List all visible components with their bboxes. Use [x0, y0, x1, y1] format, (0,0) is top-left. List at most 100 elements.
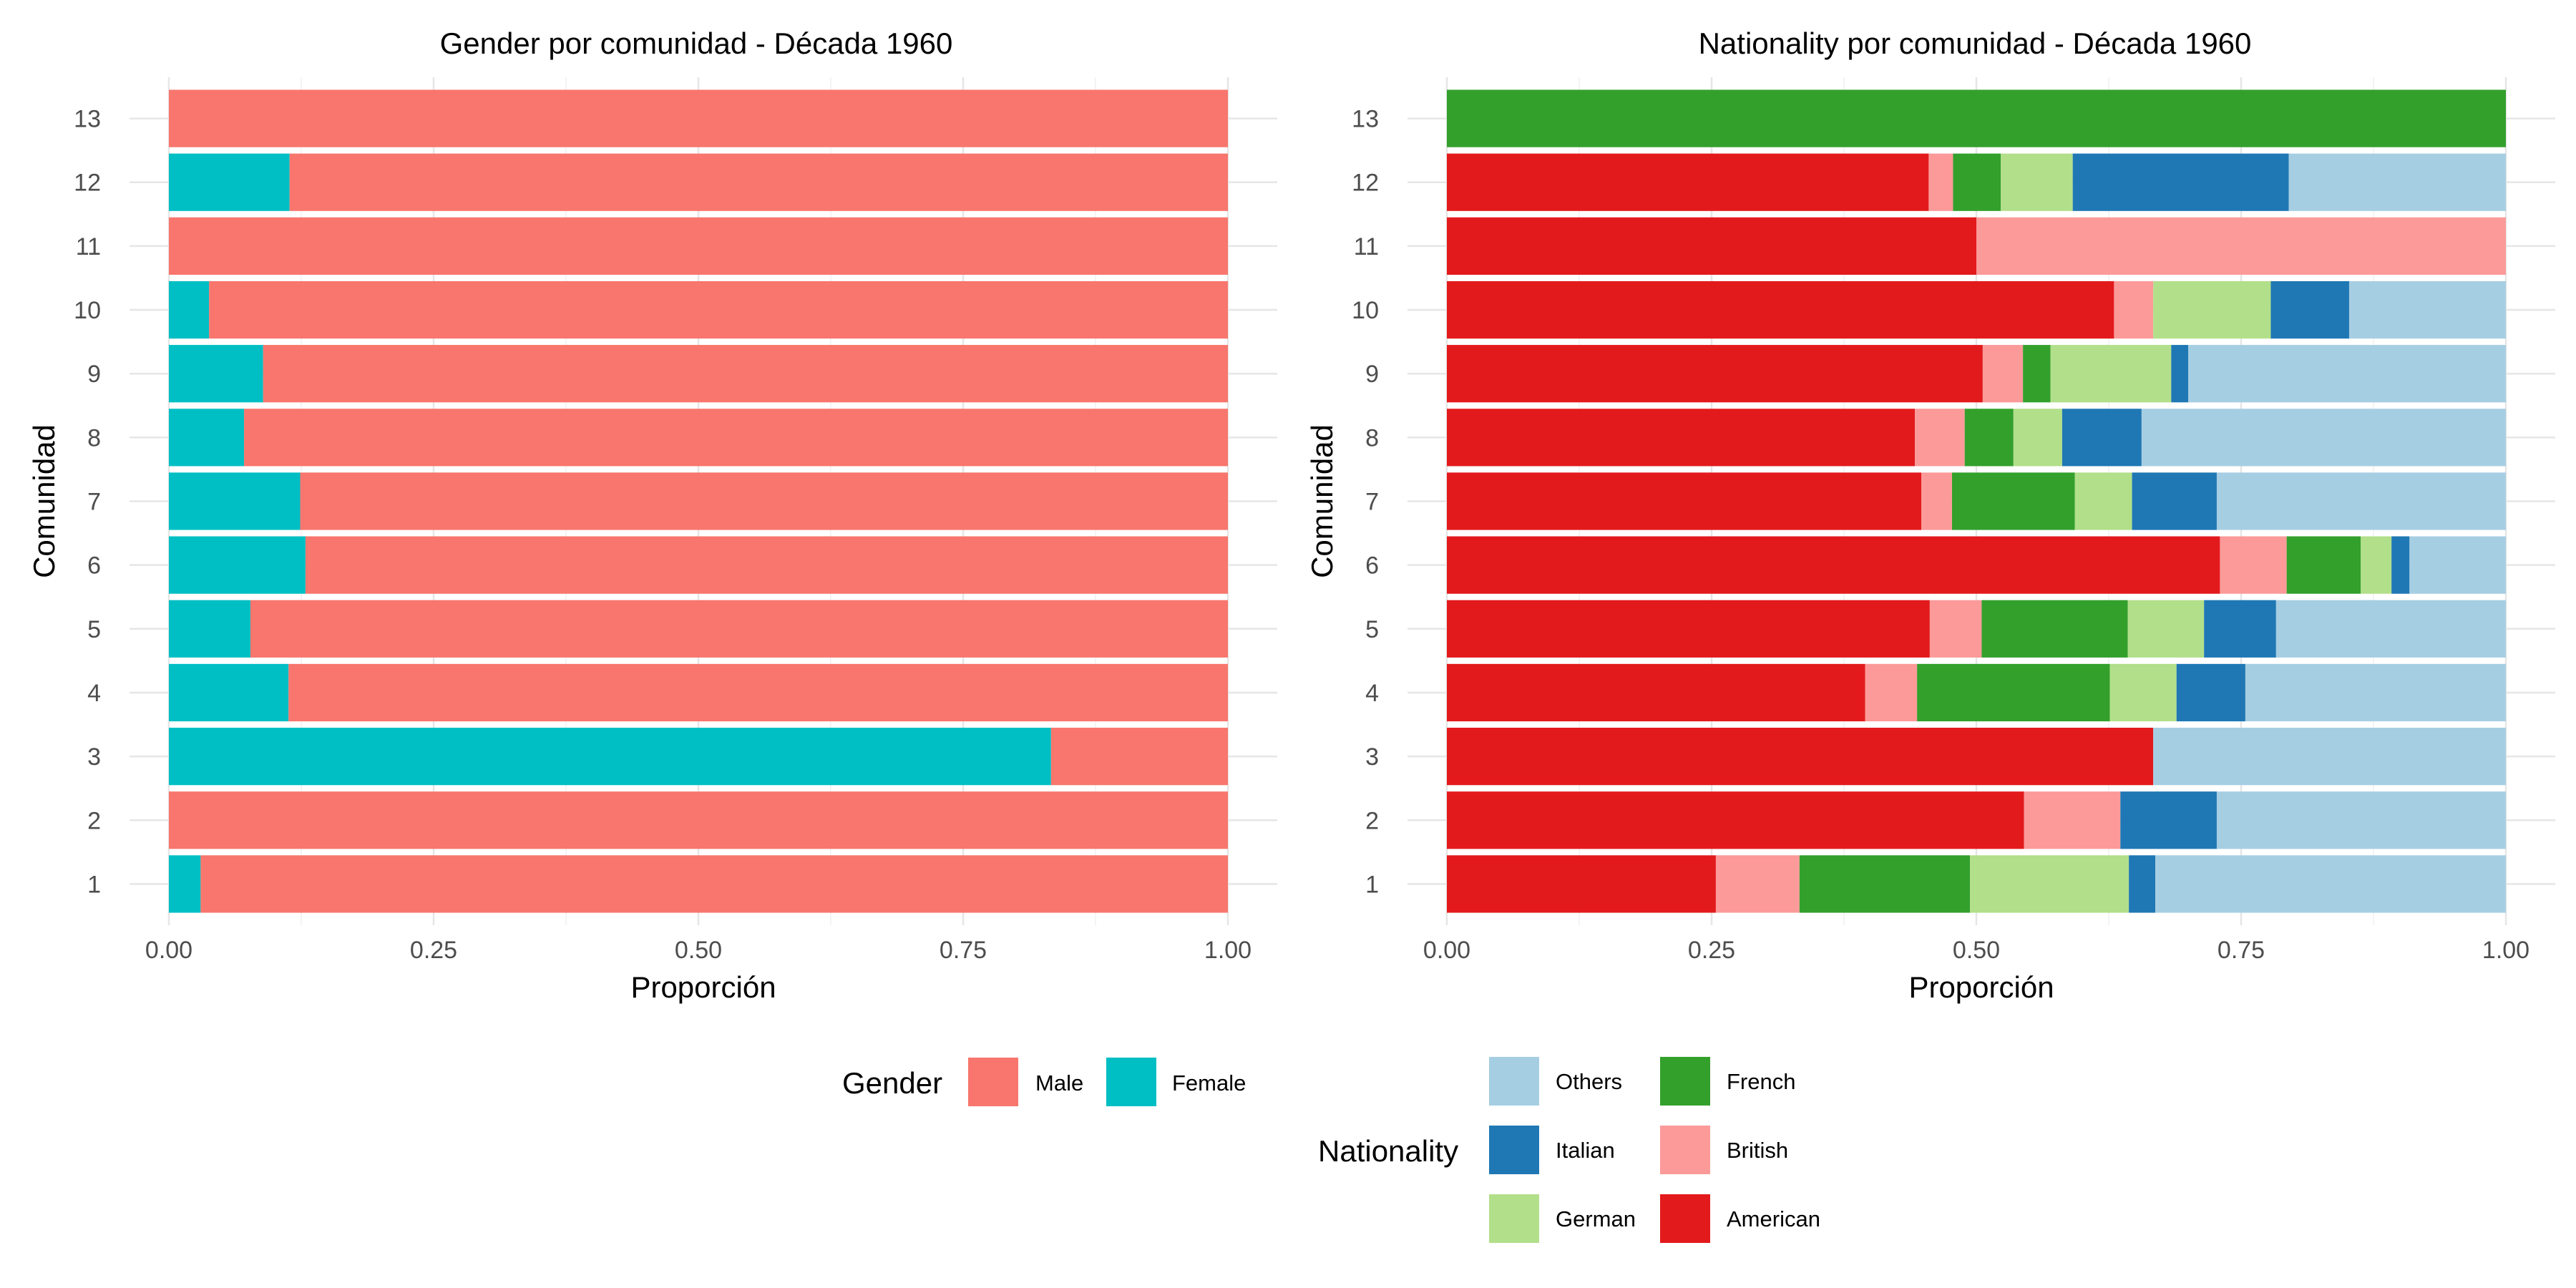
bar-female-comunidad-1	[169, 855, 201, 913]
bar-french-comunidad-6	[2286, 536, 2361, 594]
bar-others-comunidad-4	[2245, 663, 2506, 722]
bar-american-comunidad-2	[1447, 791, 2024, 849]
bar-american-comunidad-9	[1447, 345, 1983, 403]
bar-italian-comunidad-7	[2132, 472, 2217, 530]
bar-male-comunidad-10	[209, 280, 1228, 339]
legend-title: Nationality	[1318, 1134, 1458, 1168]
bar-male-comunidad-6	[305, 536, 1228, 594]
legend-key-female	[1106, 1058, 1156, 1106]
bar-german-comunidad-10	[2153, 280, 2271, 339]
bar-italian-comunidad-1	[2129, 855, 2156, 913]
y-tick-label: 5	[1365, 616, 1379, 643]
bar-british-comunidad-8	[1915, 409, 1965, 467]
y-tick-label: 10	[1352, 297, 1379, 324]
chart-title: Gender por comunidad - Década 1960	[440, 26, 953, 60]
bar-italian-comunidad-12	[2072, 153, 2289, 211]
legend-key-male	[968, 1058, 1018, 1106]
bar-female-comunidad-6	[169, 536, 306, 594]
x-tick-label: 0.75	[2218, 937, 2265, 964]
bar-british-comunidad-4	[1865, 663, 1918, 722]
x-tick-label: 0.75	[940, 937, 987, 964]
bar-american-comunidad-12	[1447, 153, 1929, 211]
bar-german-comunidad-5	[2127, 600, 2205, 658]
y-tick-label: 12	[1352, 170, 1379, 197]
x-axis-label: Proporción	[630, 970, 776, 1004]
y-tick-label: 6	[1365, 552, 1379, 580]
bar-british-comunidad-7	[1921, 472, 1952, 530]
bar-others-comunidad-3	[2153, 727, 2506, 786]
y-tick-label: 5	[87, 616, 101, 643]
x-tick-label: 0.00	[1423, 937, 1470, 964]
bar-british-comunidad-11	[1976, 217, 2506, 275]
bar-american-comunidad-4	[1447, 663, 1865, 722]
legend-key-british	[1660, 1126, 1710, 1174]
legend-label: Male	[1035, 1070, 1083, 1096]
y-tick-label: 11	[1354, 233, 1379, 260]
bar-male-comunidad-5	[250, 600, 1229, 658]
legend-title: Gender	[842, 1066, 942, 1100]
bar-german-comunidad-7	[2074, 472, 2132, 530]
bar-french-comunidad-8	[1964, 409, 2014, 467]
y-tick-label: 4	[87, 680, 101, 707]
y-tick-label: 7	[1365, 489, 1379, 516]
bar-italian-comunidad-9	[2171, 345, 2188, 403]
bar-american-comunidad-6	[1447, 536, 2220, 594]
legend-key-american	[1660, 1194, 1710, 1243]
bar-italian-comunidad-4	[2176, 663, 2245, 722]
x-tick-label: 1.00	[2482, 937, 2529, 964]
bar-british-comunidad-12	[1928, 153, 1953, 211]
bar-male-comunidad-11	[169, 217, 1228, 275]
bar-male-comunidad-1	[200, 855, 1228, 913]
y-tick-label: 8	[87, 424, 101, 452]
legend-label: Others	[1556, 1069, 1622, 1094]
x-tick-label: 0.50	[675, 937, 722, 964]
bar-french-comunidad-13	[1447, 89, 2506, 147]
bar-female-comunidad-7	[169, 472, 301, 530]
bar-german-comunidad-8	[2013, 409, 2062, 467]
legend-gender: Gender Male Female	[842, 1058, 1246, 1106]
chart-title: Nationality por comunidad - Década 1960	[1699, 26, 2252, 60]
bar-female-comunidad-5	[169, 600, 250, 658]
y-tick-label: 2	[1365, 807, 1379, 834]
bar-british-comunidad-5	[1929, 600, 1982, 658]
bar-others-comunidad-10	[2348, 280, 2506, 339]
legend-key-german	[1489, 1194, 1539, 1243]
bar-others-comunidad-7	[2216, 472, 2506, 530]
bar-others-comunidad-6	[2409, 536, 2506, 594]
y-axis-label: Comunidad	[1305, 424, 1339, 578]
bar-male-comunidad-9	[263, 345, 1229, 403]
y-tick-label: 3	[87, 743, 101, 771]
y-tick-label: 12	[74, 170, 101, 197]
legend-key-italian	[1489, 1126, 1539, 1174]
bar-male-comunidad-12	[289, 153, 1229, 211]
bar-french-comunidad-4	[1917, 663, 2110, 722]
bar-others-comunidad-9	[2188, 345, 2506, 403]
y-tick-label: 6	[87, 552, 101, 580]
bar-german-comunidad-1	[1970, 855, 2129, 913]
legend-label: French	[1727, 1069, 1795, 1094]
bar-american-comunidad-8	[1447, 409, 1916, 467]
bar-french-comunidad-12	[1953, 153, 2001, 211]
bar-female-comunidad-9	[169, 345, 263, 403]
bar-male-comunidad-7	[300, 472, 1228, 530]
y-tick-label: 2	[87, 807, 101, 834]
bar-male-comunidad-13	[169, 89, 1228, 147]
bar-american-comunidad-1	[1447, 855, 1716, 913]
bar-others-comunidad-5	[2275, 600, 2506, 658]
bar-french-comunidad-5	[1981, 600, 2128, 658]
legend-label: Italian	[1556, 1138, 1615, 1163]
bar-female-comunidad-3	[169, 727, 1051, 786]
y-tick-label: 10	[74, 297, 101, 324]
legend-label: American	[1727, 1206, 1820, 1231]
bar-british-comunidad-6	[2220, 536, 2287, 594]
bar-female-comunidad-8	[169, 409, 245, 467]
x-tick-label: 0.00	[145, 937, 192, 964]
bar-german-comunidad-4	[2109, 663, 2177, 722]
x-tick-label: 0.25	[1688, 937, 1735, 964]
bar-italian-comunidad-8	[2062, 409, 2142, 467]
bar-male-comunidad-8	[244, 409, 1229, 467]
bar-french-comunidad-9	[2023, 345, 2051, 403]
bar-french-comunidad-7	[1951, 472, 2075, 530]
